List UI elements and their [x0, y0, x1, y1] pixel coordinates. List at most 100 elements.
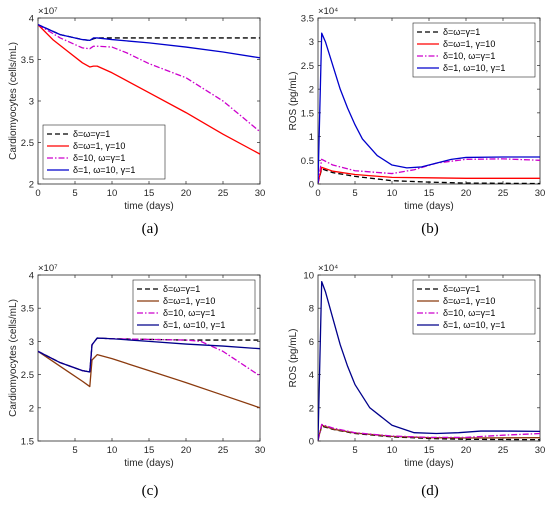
legend: δ=ω=γ=1 δ=ω=1, γ=10 δ=10, ω=γ=1 δ=1, ω=10, … — [412, 279, 536, 335]
axis-exponent-label: ×10⁴ — [318, 6, 338, 17]
x-tick-label: 30 — [535, 445, 546, 456]
y-axis-label: Cardiomyocytes (cells/mL) — [8, 299, 19, 417]
panel-c: 5 10 15 20 25 30 1.5 2 2.5 3 3.5 4 ×10⁷ time (days) Ca… — [8, 263, 265, 469]
x-tick-label: 25 — [218, 188, 229, 199]
legend-entry: δ=ω=γ=1 — [443, 27, 480, 37]
y-tick-label: 3.5 — [21, 304, 34, 315]
series-line-3 — [38, 337, 260, 377]
x-tick-label: 25 — [498, 188, 509, 199]
legend-entry: δ=10, ω=γ=1 — [73, 153, 125, 163]
panel-a: 0 5 10 15 20 25 30 2 2.5 3 3.5 4 ×10⁷ time (days) Card… — [8, 6, 265, 212]
panel-label: (b) — [421, 221, 439, 237]
y-tick-label: 3 — [29, 97, 34, 108]
x-tick-label: 5 — [352, 445, 357, 456]
x-tick-label: 0 — [315, 188, 320, 199]
x-tick-label: 20 — [181, 188, 192, 199]
x-tick-label: 15 — [424, 188, 435, 199]
y-tick-label: 10 — [303, 271, 314, 282]
y-tick-label: 3.5 — [301, 14, 314, 25]
panel-label: (d) — [421, 483, 439, 499]
series-line-2 — [318, 166, 540, 184]
series-group — [318, 32, 540, 184]
y-tick-label: 2 — [29, 180, 34, 191]
legend-entry: δ=1, ω=10, γ=1 — [73, 165, 135, 175]
y-tick-label: 8 — [309, 304, 314, 315]
x-axis-label: time (days) — [124, 201, 173, 212]
y-axis-label: ROS (pg/mL) — [288, 72, 299, 131]
panel-label: (a) — [142, 221, 159, 237]
legend: δ=ω=γ=1 δ=ω=1, γ=10 δ=10, ω=γ=1 δ=1, ω=10, … — [132, 279, 256, 335]
series-line-2 — [38, 24, 260, 155]
series-line-1 — [318, 168, 540, 184]
y-tick-label: 4 — [29, 14, 34, 25]
y-tick-label: 3 — [29, 337, 34, 348]
x-tick-label: 20 — [461, 188, 472, 199]
series-line-4 — [318, 32, 540, 184]
x-axis-label: time (days) — [124, 458, 173, 469]
y-axis-label: ROS (pg/mL) — [288, 329, 299, 388]
series-line-2 — [38, 350, 260, 409]
x-tick-label: 15 — [144, 445, 155, 456]
y-tick-label: 0.5 — [301, 156, 314, 167]
legend-entry: δ=1, ω=10, γ=1 — [443, 320, 505, 330]
x-tick-label: 25 — [498, 445, 509, 456]
series-group — [38, 24, 260, 155]
axis-exponent-label: ×10⁷ — [38, 263, 58, 274]
axis-exponent-label: ×10⁴ — [318, 263, 338, 274]
series-line-3 — [318, 423, 540, 441]
x-tick-label: 15 — [144, 188, 155, 199]
y-tick-label: 4 — [29, 271, 34, 282]
series-group — [318, 280, 540, 441]
y-tick-label: 1.5 — [21, 437, 34, 448]
series-line-4 — [38, 337, 260, 373]
legend-entry: δ=ω=γ=1 — [73, 129, 110, 139]
y-tick-label: 1 — [309, 132, 314, 143]
y-tick-label: 0 — [309, 437, 314, 448]
x-tick-label: 5 — [72, 445, 77, 456]
x-tick-label: 10 — [107, 188, 118, 199]
x-tick-label: 25 — [218, 445, 229, 456]
y-axis-label: Cardiomyocytes (cells/mL) — [8, 42, 19, 160]
x-tick-label: 5 — [72, 188, 77, 199]
legend-entry: δ=ω=1, γ=10 — [73, 141, 125, 151]
series-line-3 — [38, 24, 260, 133]
series-line-1 — [38, 24, 260, 42]
y-tick-label: 0 — [309, 180, 314, 191]
legend: δ=ω=γ=1 δ=ω=1, γ=10 δ=10, ω=γ=1 δ=1, ω=10, … — [42, 124, 166, 180]
y-tick-label: 6 — [309, 337, 314, 348]
x-tick-label: 15 — [424, 445, 435, 456]
x-tick-label: 20 — [181, 445, 192, 456]
x-tick-label: 0 — [35, 188, 40, 199]
y-tick-label: 2.5 — [21, 370, 34, 381]
x-axis-label: time (days) — [404, 458, 453, 469]
panel-b: 0 5 10 15 20 25 30 0 0.5 1 1.5 2 2.5 3 3.5 ×10⁴ time (da… — [288, 6, 545, 212]
y-tick-label: 3.5 — [21, 55, 34, 66]
x-tick-label: 10 — [387, 445, 398, 456]
panel-label: (c) — [142, 483, 159, 499]
y-tick-label: 4 — [309, 370, 314, 381]
axis-exponent-label: ×10⁷ — [38, 6, 58, 17]
legend: δ=ω=γ=1 δ=ω=1, γ=10 δ=10, ω=γ=1 δ=1, ω=10, … — [412, 22, 536, 78]
x-tick-label: 30 — [535, 188, 546, 199]
y-tick-label: 2.5 — [21, 138, 34, 149]
y-tick-label: 1.5 — [301, 108, 314, 119]
legend-entry: δ=10, ω=γ=1 — [443, 51, 495, 61]
series-line-4 — [318, 280, 540, 441]
legend-entry: δ=1, ω=10, γ=1 — [443, 63, 505, 73]
legend-entry: δ=10, ω=γ=1 — [443, 308, 495, 318]
x-tick-label: 30 — [255, 188, 266, 199]
legend-entry: δ=ω=1, γ=10 — [163, 296, 215, 306]
x-axis-label: time (days) — [404, 201, 453, 212]
x-tick-label: 30 — [255, 445, 266, 456]
x-tick-label: 10 — [107, 445, 118, 456]
legend-entry: δ=ω=1, γ=10 — [443, 39, 495, 49]
legend-entry: δ=ω=1, γ=10 — [443, 296, 495, 306]
legend-entry: δ=ω=γ=1 — [163, 284, 200, 294]
y-tick-label: 2 — [309, 403, 314, 414]
legend-entry: δ=1, ω=10, γ=1 — [163, 320, 225, 330]
series-line-4 — [38, 24, 260, 59]
legend-entry: δ=10, ω=γ=1 — [163, 308, 215, 318]
y-tick-label: 2.5 — [301, 61, 314, 72]
panel-d: 5 10 15 20 25 30 0 2 4 6 8 10 ×10⁴ time (days) ROS (pg… — [288, 263, 545, 469]
